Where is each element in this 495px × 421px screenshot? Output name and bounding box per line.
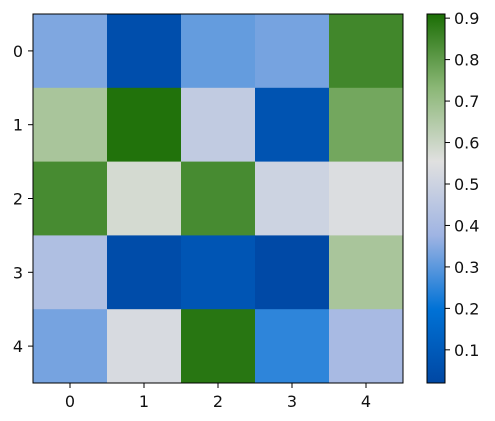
- heatmap-cell: [107, 161, 182, 236]
- colorbar-tick-label: 0.2: [454, 299, 479, 318]
- colorbar-tick-label: 0.3: [454, 258, 479, 277]
- heatmap-cell: [107, 235, 182, 310]
- x-tick-label: 1: [139, 392, 149, 411]
- y-tick-label: 3: [13, 263, 23, 282]
- heatmap-cell: [33, 87, 108, 163]
- heatmap-cell: [255, 235, 330, 310]
- y-tick-label: 1: [13, 116, 23, 135]
- colorbar-ticks: 0.1 0.2 0.3 0.4 0.5 0.6 0.7 0.8 0.9: [445, 9, 479, 360]
- colorbar-tick-label: 0.9: [454, 9, 479, 28]
- heatmap-cell: [33, 161, 108, 236]
- heatmap-cell: [181, 235, 256, 310]
- heatmap-cell: [33, 309, 108, 384]
- heatmap-cell: [33, 235, 108, 310]
- heatmap-cell: [329, 87, 404, 163]
- heatmap-cells: [33, 14, 404, 384]
- y-axis: 0 1 2 3 4: [13, 42, 33, 356]
- x-axis: 0 1 2 3 4: [65, 383, 371, 411]
- x-tick-label: 4: [361, 392, 371, 411]
- x-tick-label: 3: [287, 392, 297, 411]
- x-tick-label: 0: [65, 392, 75, 411]
- heatmap-cell: [329, 235, 404, 310]
- colorbar-tick-label: 0.1: [454, 341, 479, 360]
- colorbar-tick-label: 0.6: [454, 134, 479, 153]
- heatmap-cell: [107, 87, 182, 163]
- x-tick-label: 2: [213, 392, 223, 411]
- colorbar-tick-label: 0.4: [454, 216, 479, 235]
- heatmap-cell: [255, 87, 330, 163]
- colorbar-tick-label: 0.7: [454, 92, 479, 111]
- y-tick-label: 2: [13, 190, 23, 209]
- colorbar-tick-label: 0.5: [454, 175, 479, 194]
- heatmap-cell: [255, 14, 330, 89]
- colorbar: [426, 13, 446, 384]
- heatmap-cell: [181, 161, 256, 236]
- heatmap-cell: [255, 309, 330, 384]
- heatmap-cell: [33, 14, 108, 89]
- y-tick-label: 4: [13, 337, 23, 356]
- heatmap-cell: [107, 309, 182, 384]
- heatmap-cell: [255, 161, 330, 236]
- heatmap-cell: [329, 309, 404, 384]
- heatmap-cell: [181, 14, 256, 89]
- colorbar-tick-label: 0.8: [454, 51, 479, 70]
- heatmap-cell: [107, 14, 182, 89]
- heatmap-cell: [329, 161, 404, 236]
- heatmap-cell: [181, 87, 256, 163]
- heatmap-cell: [181, 309, 256, 384]
- heatmap-cell: [329, 14, 404, 89]
- y-tick-label: 0: [13, 42, 23, 61]
